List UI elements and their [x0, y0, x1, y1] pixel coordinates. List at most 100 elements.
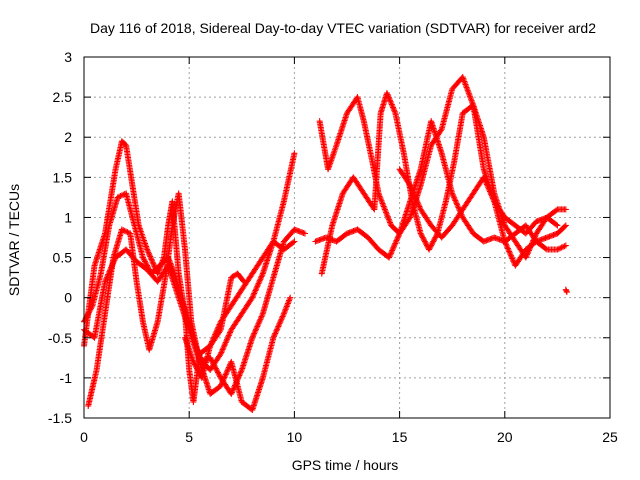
data-point	[411, 192, 418, 199]
data-point	[393, 237, 400, 244]
data-point	[223, 370, 230, 377]
data-point	[225, 333, 232, 340]
data-point	[213, 366, 220, 373]
data-point	[430, 237, 437, 244]
data-point	[561, 223, 568, 230]
data-point	[255, 320, 262, 327]
data-point	[558, 244, 565, 251]
data-point	[555, 245, 562, 252]
data-point	[249, 294, 256, 301]
data-point	[214, 368, 221, 375]
data-point	[557, 245, 564, 252]
y-tick-label: 2.5	[53, 89, 73, 105]
data-point	[193, 365, 200, 372]
data-point	[215, 370, 222, 377]
data-point	[103, 275, 110, 282]
data-point	[408, 186, 415, 193]
data-point	[553, 207, 560, 214]
data-point	[503, 242, 510, 249]
data-point	[230, 386, 237, 393]
data-point	[123, 228, 130, 235]
data-point	[226, 331, 233, 338]
data-point	[214, 325, 221, 332]
data-point	[256, 319, 263, 326]
data-point	[415, 202, 422, 209]
data-point	[229, 388, 236, 395]
data-point	[257, 316, 264, 323]
data-point	[252, 327, 259, 334]
chart-title: Day 116 of 2018, Sidereal Day-to-day VTE…	[90, 20, 596, 36]
data-point	[279, 314, 286, 321]
data-point	[426, 245, 433, 252]
data-point	[142, 258, 149, 265]
data-point	[145, 249, 152, 256]
data-point	[109, 261, 116, 268]
y-tick-label: 3	[64, 49, 72, 65]
data-point	[82, 316, 89, 323]
data-point	[144, 246, 151, 253]
data-point	[275, 323, 282, 330]
data-point	[290, 239, 297, 246]
data-point	[482, 178, 489, 185]
data-point	[108, 263, 115, 270]
data-point	[216, 372, 223, 379]
data-point	[256, 277, 263, 284]
data-point	[146, 252, 153, 259]
data-point	[249, 334, 256, 341]
data-point	[251, 329, 258, 336]
data-point	[211, 362, 218, 369]
data-point	[481, 175, 488, 182]
data-point	[485, 184, 492, 191]
data-point	[273, 327, 280, 334]
y-tick-label: 0	[64, 290, 72, 306]
data-point	[231, 382, 238, 389]
x-tick-label: 0	[80, 429, 88, 445]
data-point	[254, 323, 261, 330]
data-point	[105, 270, 112, 277]
data-point	[148, 256, 155, 263]
data-point	[419, 234, 426, 241]
data-point	[220, 343, 227, 350]
data-points	[81, 74, 570, 413]
data-point	[392, 238, 399, 245]
y-tick-label: -1.5	[48, 410, 72, 426]
data-point	[271, 331, 278, 338]
data-point	[509, 256, 516, 263]
data-point	[211, 332, 218, 339]
data-point	[147, 255, 154, 262]
data-point	[212, 330, 219, 337]
data-point	[228, 390, 235, 397]
data-point	[236, 372, 243, 379]
data-point	[389, 104, 396, 111]
data-point	[488, 191, 495, 198]
data-point	[232, 381, 239, 388]
data-point	[389, 247, 396, 254]
y-tick-label: 2	[64, 129, 72, 145]
data-point	[389, 102, 396, 109]
data-point	[254, 281, 261, 288]
data-point	[257, 314, 264, 321]
data-point	[428, 241, 435, 248]
data-point	[145, 250, 152, 257]
data-point	[258, 273, 265, 280]
data-point	[410, 189, 417, 196]
data-point	[209, 358, 216, 365]
data-point	[86, 308, 93, 315]
data-point	[141, 257, 148, 264]
data-point	[454, 203, 461, 210]
data-point	[104, 272, 111, 279]
data-point	[506, 248, 513, 255]
data-point	[196, 369, 203, 376]
data-point	[523, 253, 530, 260]
data-point	[418, 231, 425, 238]
data-point	[395, 233, 402, 240]
data-point	[485, 185, 492, 192]
data-point	[149, 257, 156, 264]
data-point	[222, 339, 229, 346]
data-point	[394, 236, 401, 243]
data-point	[277, 319, 284, 326]
data-point	[422, 239, 429, 246]
data-point	[110, 258, 117, 265]
data-point	[124, 229, 131, 236]
